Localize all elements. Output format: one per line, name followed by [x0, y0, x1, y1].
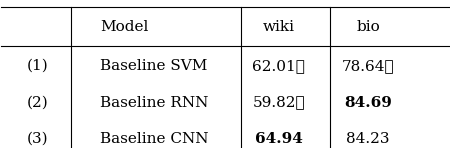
Text: wiki: wiki [263, 20, 295, 34]
Text: Baseline SVM: Baseline SVM [100, 59, 207, 73]
Text: Baseline RNN: Baseline RNN [100, 96, 208, 110]
Text: Model: Model [100, 20, 148, 34]
Text: (3): (3) [27, 132, 48, 146]
Text: bio: bio [356, 20, 380, 34]
Text: Baseline CNN: Baseline CNN [100, 132, 208, 146]
Text: 78.64★: 78.64★ [342, 59, 394, 73]
Text: 84.23: 84.23 [346, 132, 390, 146]
Text: 62.01★: 62.01★ [252, 59, 305, 73]
Text: 64.94: 64.94 [255, 132, 302, 146]
Text: 84.69: 84.69 [344, 96, 392, 110]
Text: (1): (1) [26, 59, 48, 73]
Text: (2): (2) [26, 96, 48, 110]
Text: 59.82★: 59.82★ [252, 96, 305, 110]
